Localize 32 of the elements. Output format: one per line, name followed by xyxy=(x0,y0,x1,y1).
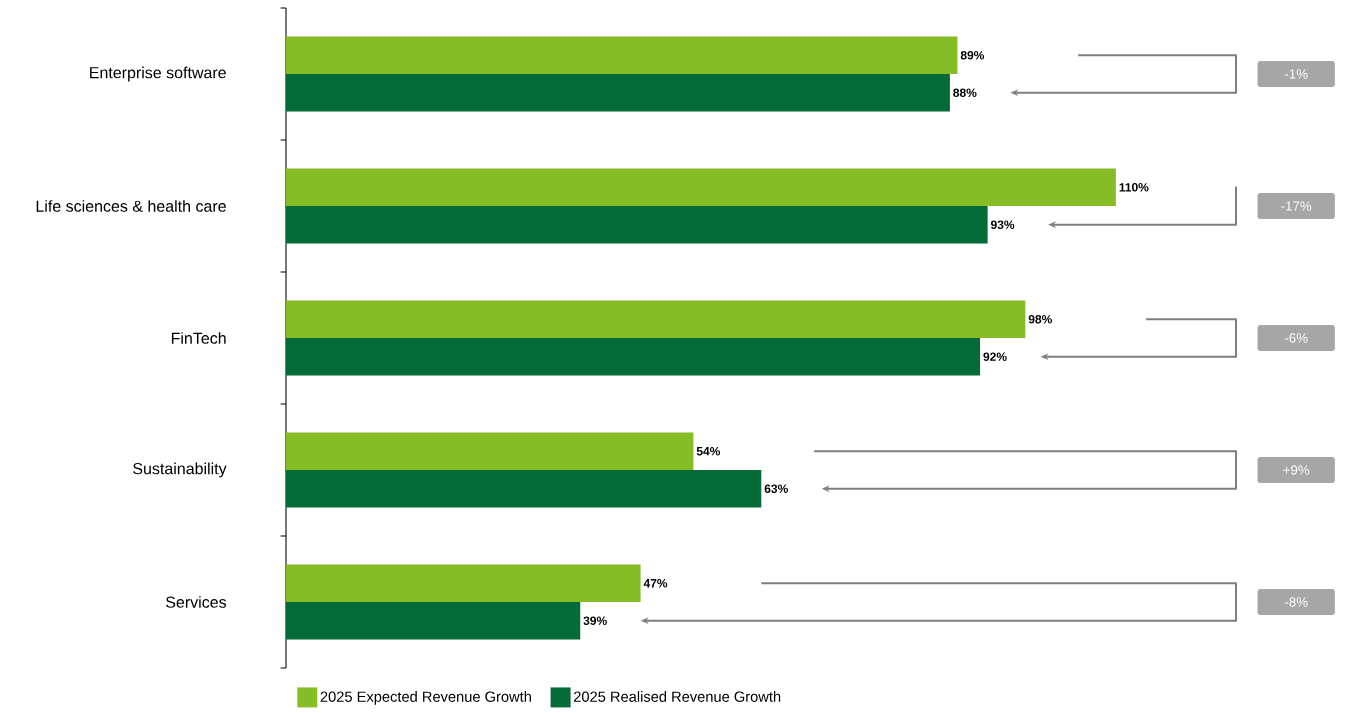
data-label: 39% xyxy=(583,616,607,625)
bar xyxy=(286,470,762,508)
y-tick-label: Enterprise software xyxy=(90,66,226,82)
bar xyxy=(286,168,1116,206)
legend-label: 2025 Realised Revenue Growth xyxy=(573,691,781,702)
data-label: 110% xyxy=(1119,183,1149,192)
data-label: 93% xyxy=(990,220,1015,229)
bar xyxy=(286,564,641,602)
y-tick-label: Sustainability xyxy=(133,462,227,478)
bar xyxy=(286,36,958,74)
text: -8% xyxy=(1284,597,1308,607)
y-tick-label: FinTech xyxy=(171,332,226,344)
bar xyxy=(286,74,950,112)
data-label: 89% xyxy=(960,51,985,60)
text: +9% xyxy=(1283,465,1310,475)
data-label: 88% xyxy=(953,88,977,97)
text: -1% xyxy=(1284,69,1308,79)
y-tick-label: Services xyxy=(166,596,227,608)
y-tick-label: Life sciences & health care xyxy=(36,200,226,212)
bar xyxy=(286,601,581,640)
data-label: 92% xyxy=(983,352,1007,361)
bar xyxy=(286,300,1026,338)
data-label: 98% xyxy=(1028,315,1052,324)
text: -17% xyxy=(1281,201,1312,211)
bar xyxy=(286,432,694,470)
data-label: 54% xyxy=(696,447,721,456)
bar xyxy=(286,338,981,376)
bar xyxy=(286,206,988,244)
data-label: 47% xyxy=(643,579,668,588)
text: -6% xyxy=(1284,333,1308,343)
legend-label: 2025 Expected Revenue Growth xyxy=(320,691,531,705)
data-label: 63% xyxy=(764,484,788,493)
